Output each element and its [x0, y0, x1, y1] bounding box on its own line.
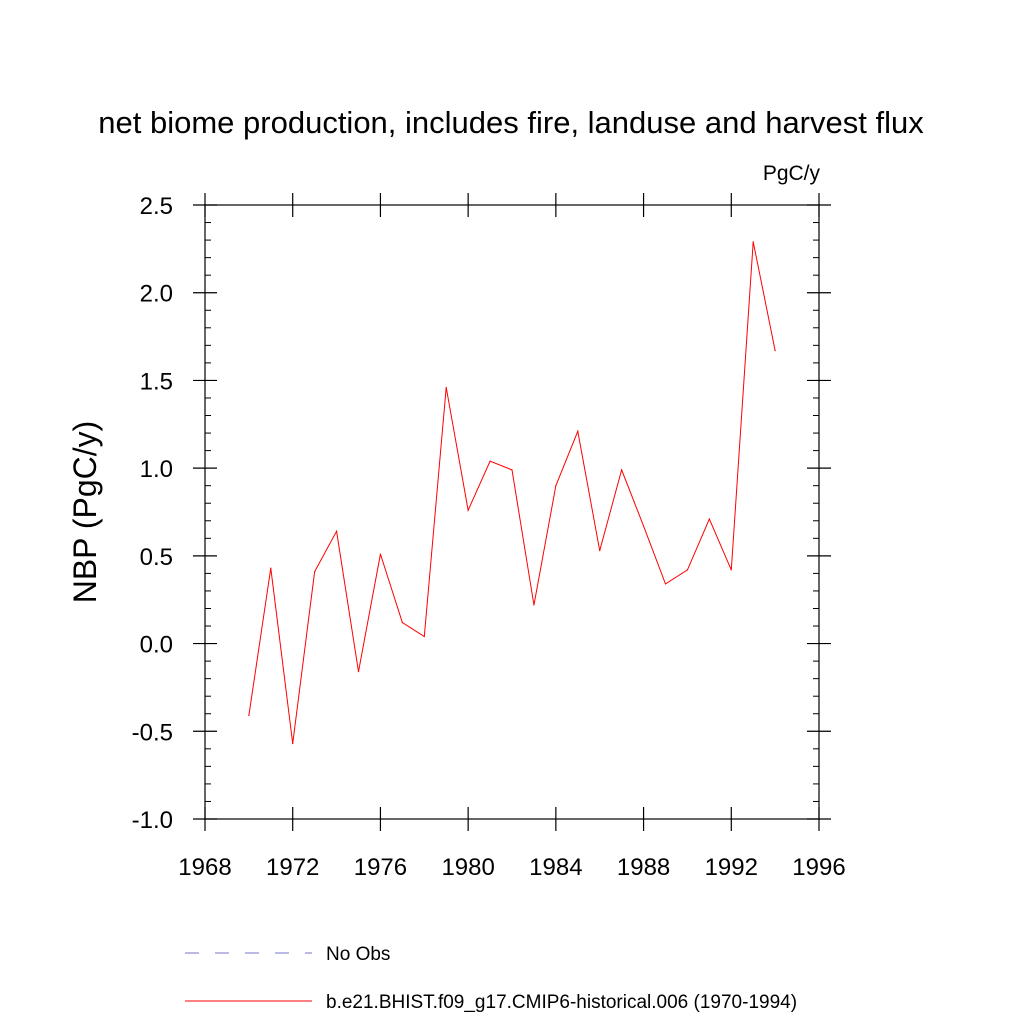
x-tick-label: 1972 — [266, 854, 319, 881]
data-point — [335, 530, 338, 532]
y-tick-label: 0.0 — [140, 632, 173, 659]
data-point — [292, 742, 294, 745]
legend-label: b.e21.BHIST.f09_g17.CMIP6-historical.006… — [326, 992, 797, 1013]
data-point — [752, 241, 754, 243]
minor-ticks — [205, 222, 819, 802]
y-axis-label: NBP (PgC/y) — [67, 421, 103, 604]
tick-labels: -1.0 -0.5 0.0 0.5 1.0 1.5 2.0 2.5 1968 1972 1976 19… — [132, 193, 846, 881]
data-point — [489, 460, 491, 462]
series-line — [248, 241, 776, 744]
legend-label: No Obs — [326, 944, 390, 965]
data-point — [270, 567, 272, 569]
x-tick-label: 1988 — [617, 854, 670, 881]
y-tick-label: 2.5 — [140, 193, 173, 220]
x-tick-label: 1984 — [529, 854, 582, 881]
chart-title: net biome production, includes fire, lan… — [98, 105, 924, 140]
data-point — [708, 518, 710, 520]
data-point — [423, 635, 425, 638]
data-point — [686, 569, 689, 571]
x-tick-label: 1976 — [354, 854, 407, 881]
data-point — [555, 485, 557, 487]
y-tick-label: -1.0 — [132, 807, 173, 834]
y-tick-label: 0.5 — [140, 544, 173, 571]
y-tick-label: 2.0 — [140, 281, 173, 308]
plot-frame — [204, 204, 820, 820]
y-tick-label: -0.5 — [132, 719, 173, 746]
x-tick-label: 1992 — [705, 854, 758, 881]
data-point — [599, 549, 601, 552]
data-point — [511, 469, 513, 471]
data-point — [314, 571, 316, 573]
data-point — [467, 509, 469, 511]
data-point — [577, 430, 579, 432]
x-tick-label: 1996 — [792, 854, 845, 881]
data-point — [621, 469, 623, 471]
x-tick-label: 1980 — [441, 854, 494, 881]
data-point — [533, 604, 535, 606]
data-point — [401, 621, 403, 624]
data-point — [445, 386, 447, 389]
data-point — [774, 350, 776, 352]
series-layer — [248, 241, 776, 745]
data-point — [357, 671, 360, 673]
x-tick-label: 1968 — [178, 854, 231, 881]
data-point — [248, 714, 250, 717]
y-tick-label: 1.5 — [140, 368, 173, 395]
units-label: PgC/y — [763, 162, 821, 185]
data-point — [642, 525, 645, 527]
major-ticks — [193, 193, 831, 831]
data-point — [730, 569, 732, 571]
legend: No Obs b.e21.BHIST.f09_g17.CMIP6-historic… — [185, 944, 797, 1013]
data-point — [379, 553, 382, 555]
data-point — [664, 583, 667, 585]
y-tick-label: 1.0 — [140, 456, 173, 483]
